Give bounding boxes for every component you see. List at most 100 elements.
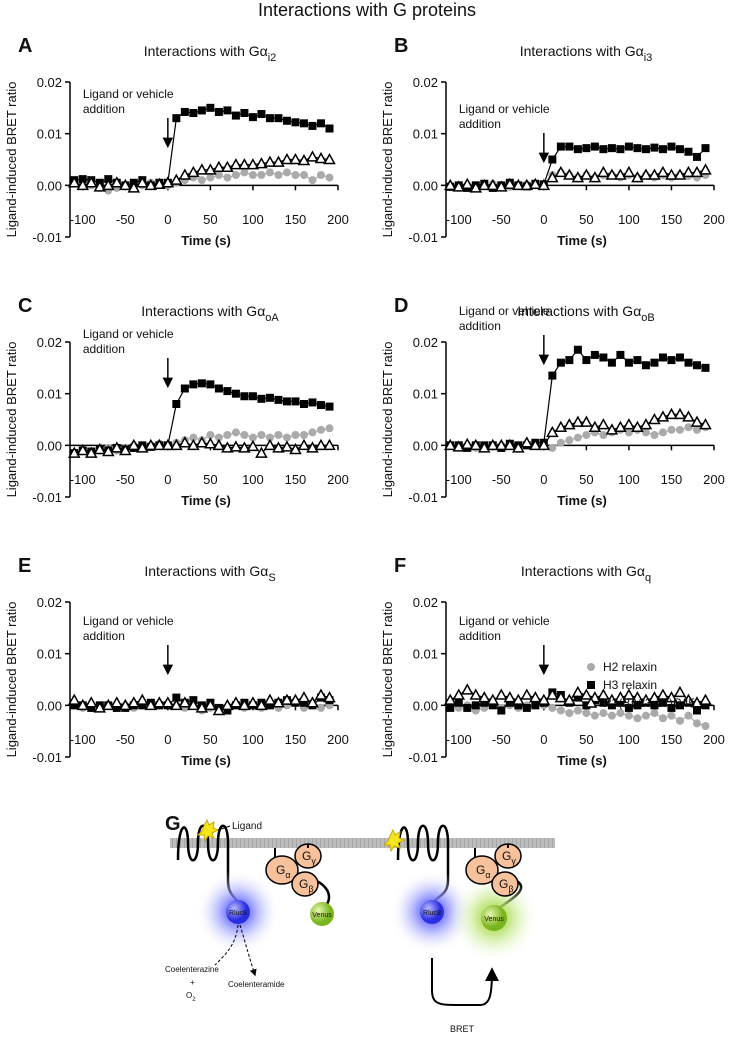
annotation: addition — [83, 102, 125, 116]
point — [650, 358, 659, 367]
x-tick-label: -50 — [492, 212, 511, 227]
x-tick-label: 100 — [618, 212, 640, 227]
point — [255, 157, 268, 169]
point — [548, 155, 557, 164]
point — [257, 431, 266, 439]
point — [607, 701, 616, 710]
point — [93, 180, 107, 192]
point — [240, 109, 249, 117]
point — [189, 433, 198, 442]
point — [299, 119, 308, 128]
point — [582, 356, 591, 365]
x-tick-label: 100 — [242, 212, 264, 227]
legend-marker — [587, 663, 595, 671]
point — [582, 709, 591, 718]
point — [297, 153, 311, 166]
point — [597, 688, 610, 700]
x-axis-label: Time (s) — [557, 493, 607, 508]
title-subscript: i3 — [644, 52, 653, 64]
point — [573, 706, 582, 715]
point — [624, 358, 633, 367]
point — [280, 152, 294, 165]
x-tick-label: 50 — [203, 472, 217, 487]
point — [263, 155, 277, 167]
point — [229, 158, 243, 170]
point — [667, 703, 676, 712]
point — [238, 441, 251, 453]
y-tick-label: -0.01 — [32, 490, 62, 505]
ligand-pointer — [217, 825, 231, 831]
point — [144, 178, 158, 191]
point — [471, 701, 480, 710]
point — [272, 441, 285, 453]
point — [231, 171, 240, 179]
point — [204, 698, 217, 711]
bret-diagram: G Ligand Rluc8 Venus Rluc8 Venus Coelent… — [165, 813, 555, 1034]
point — [229, 696, 243, 708]
point — [214, 384, 223, 393]
x-tick-label: -100 — [446, 212, 472, 227]
panel-label: B — [394, 35, 408, 57]
panel: E Interactions with GαS Ligand-induced BRE… — [4, 555, 349, 768]
point — [297, 438, 311, 451]
panel: D Interactions with GαoB Ligand-induced BR… — [380, 295, 725, 508]
g-letter: G — [299, 877, 308, 891]
g-letter: G — [302, 849, 311, 863]
point — [520, 436, 534, 448]
title-main: Interactions with Gα — [521, 563, 645, 579]
annotation: Ligand or vehicle — [83, 614, 174, 628]
point — [701, 363, 710, 372]
venus — [310, 902, 334, 926]
point — [692, 719, 701, 728]
point — [641, 711, 650, 720]
point — [650, 431, 659, 439]
point — [478, 178, 491, 191]
x-tick-label: 150 — [661, 732, 683, 747]
point — [248, 171, 257, 179]
panel-label: D — [394, 295, 408, 317]
title-subscript: oB — [641, 312, 654, 324]
point — [554, 691, 568, 703]
point — [257, 394, 266, 403]
title-subscript: q — [645, 572, 651, 584]
panel-label: E — [18, 555, 31, 577]
point — [641, 361, 650, 370]
point — [556, 706, 565, 715]
point — [323, 152, 336, 165]
point — [274, 171, 283, 179]
point — [308, 428, 317, 437]
point — [221, 441, 234, 453]
point — [263, 438, 277, 451]
y-tick-label: 0.01 — [413, 127, 438, 142]
y-tick-label: -0.01 — [32, 750, 62, 765]
point — [658, 714, 667, 723]
y-tick-label: 0.00 — [413, 438, 438, 453]
point — [460, 683, 474, 695]
point — [529, 438, 542, 451]
point — [488, 701, 497, 710]
x-tick-label: 200 — [703, 212, 725, 227]
point — [291, 397, 300, 406]
point — [189, 109, 198, 117]
title-subscript: oA — [265, 312, 279, 324]
x-tick-label: 50 — [579, 472, 593, 487]
point — [282, 116, 291, 125]
point — [565, 142, 574, 151]
x-tick-label: 150 — [285, 212, 307, 227]
point — [240, 392, 249, 401]
point — [223, 431, 232, 439]
substrate-label: Coelenterazine — [165, 965, 219, 974]
point — [573, 145, 582, 154]
point — [624, 711, 633, 720]
point — [197, 176, 206, 185]
point — [684, 147, 693, 156]
point — [280, 693, 294, 705]
point — [214, 107, 223, 116]
x-tick-label: 50 — [579, 212, 593, 227]
point — [280, 440, 294, 452]
point — [316, 171, 325, 179]
point — [658, 698, 667, 707]
point — [597, 165, 610, 178]
point — [503, 691, 517, 703]
